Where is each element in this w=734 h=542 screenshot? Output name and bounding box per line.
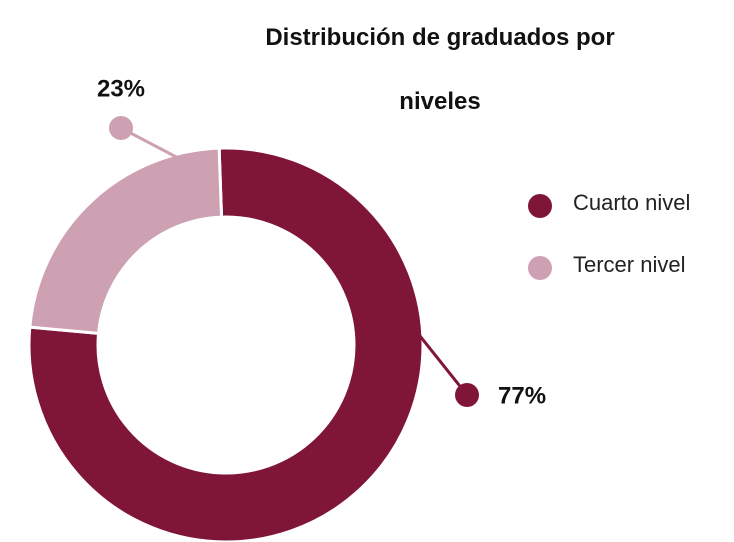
chart-title: Distribución de graduados por niveles [265,24,615,115]
donut-segment [28,146,224,336]
legend-swatch [528,256,552,280]
data-label: 77% [498,382,546,409]
leader-dot [109,116,133,140]
legend-label: Cuarto nivel [573,190,690,215]
donut-segment [27,146,425,542]
legend-label: Tercer nivel [573,252,685,277]
data-label: 23% [97,75,145,102]
legend-swatch [528,194,552,218]
leader-line [278,158,469,396]
leader-dot [455,383,479,407]
